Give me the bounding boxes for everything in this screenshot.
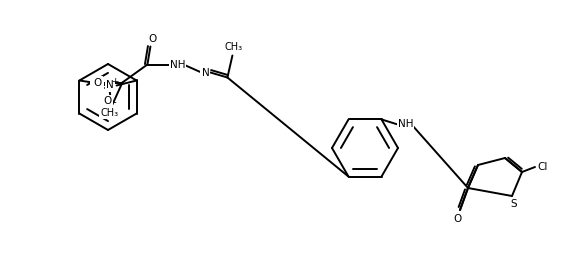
Text: O: O (93, 77, 101, 87)
Text: N: N (202, 68, 209, 77)
Text: O: O (148, 34, 156, 43)
Text: CH₃: CH₃ (225, 42, 242, 53)
Text: CH₃: CH₃ (100, 107, 119, 118)
Text: O: O (95, 81, 103, 90)
Text: NH: NH (170, 59, 185, 70)
Text: +: + (111, 77, 119, 86)
Text: N: N (105, 81, 113, 90)
Text: -: - (113, 98, 116, 107)
Text: O: O (104, 97, 112, 106)
Text: NH: NH (398, 119, 413, 130)
Text: Cl: Cl (538, 162, 548, 172)
Text: O: O (454, 214, 462, 224)
Text: S: S (511, 199, 517, 209)
Text: O: O (92, 81, 100, 90)
